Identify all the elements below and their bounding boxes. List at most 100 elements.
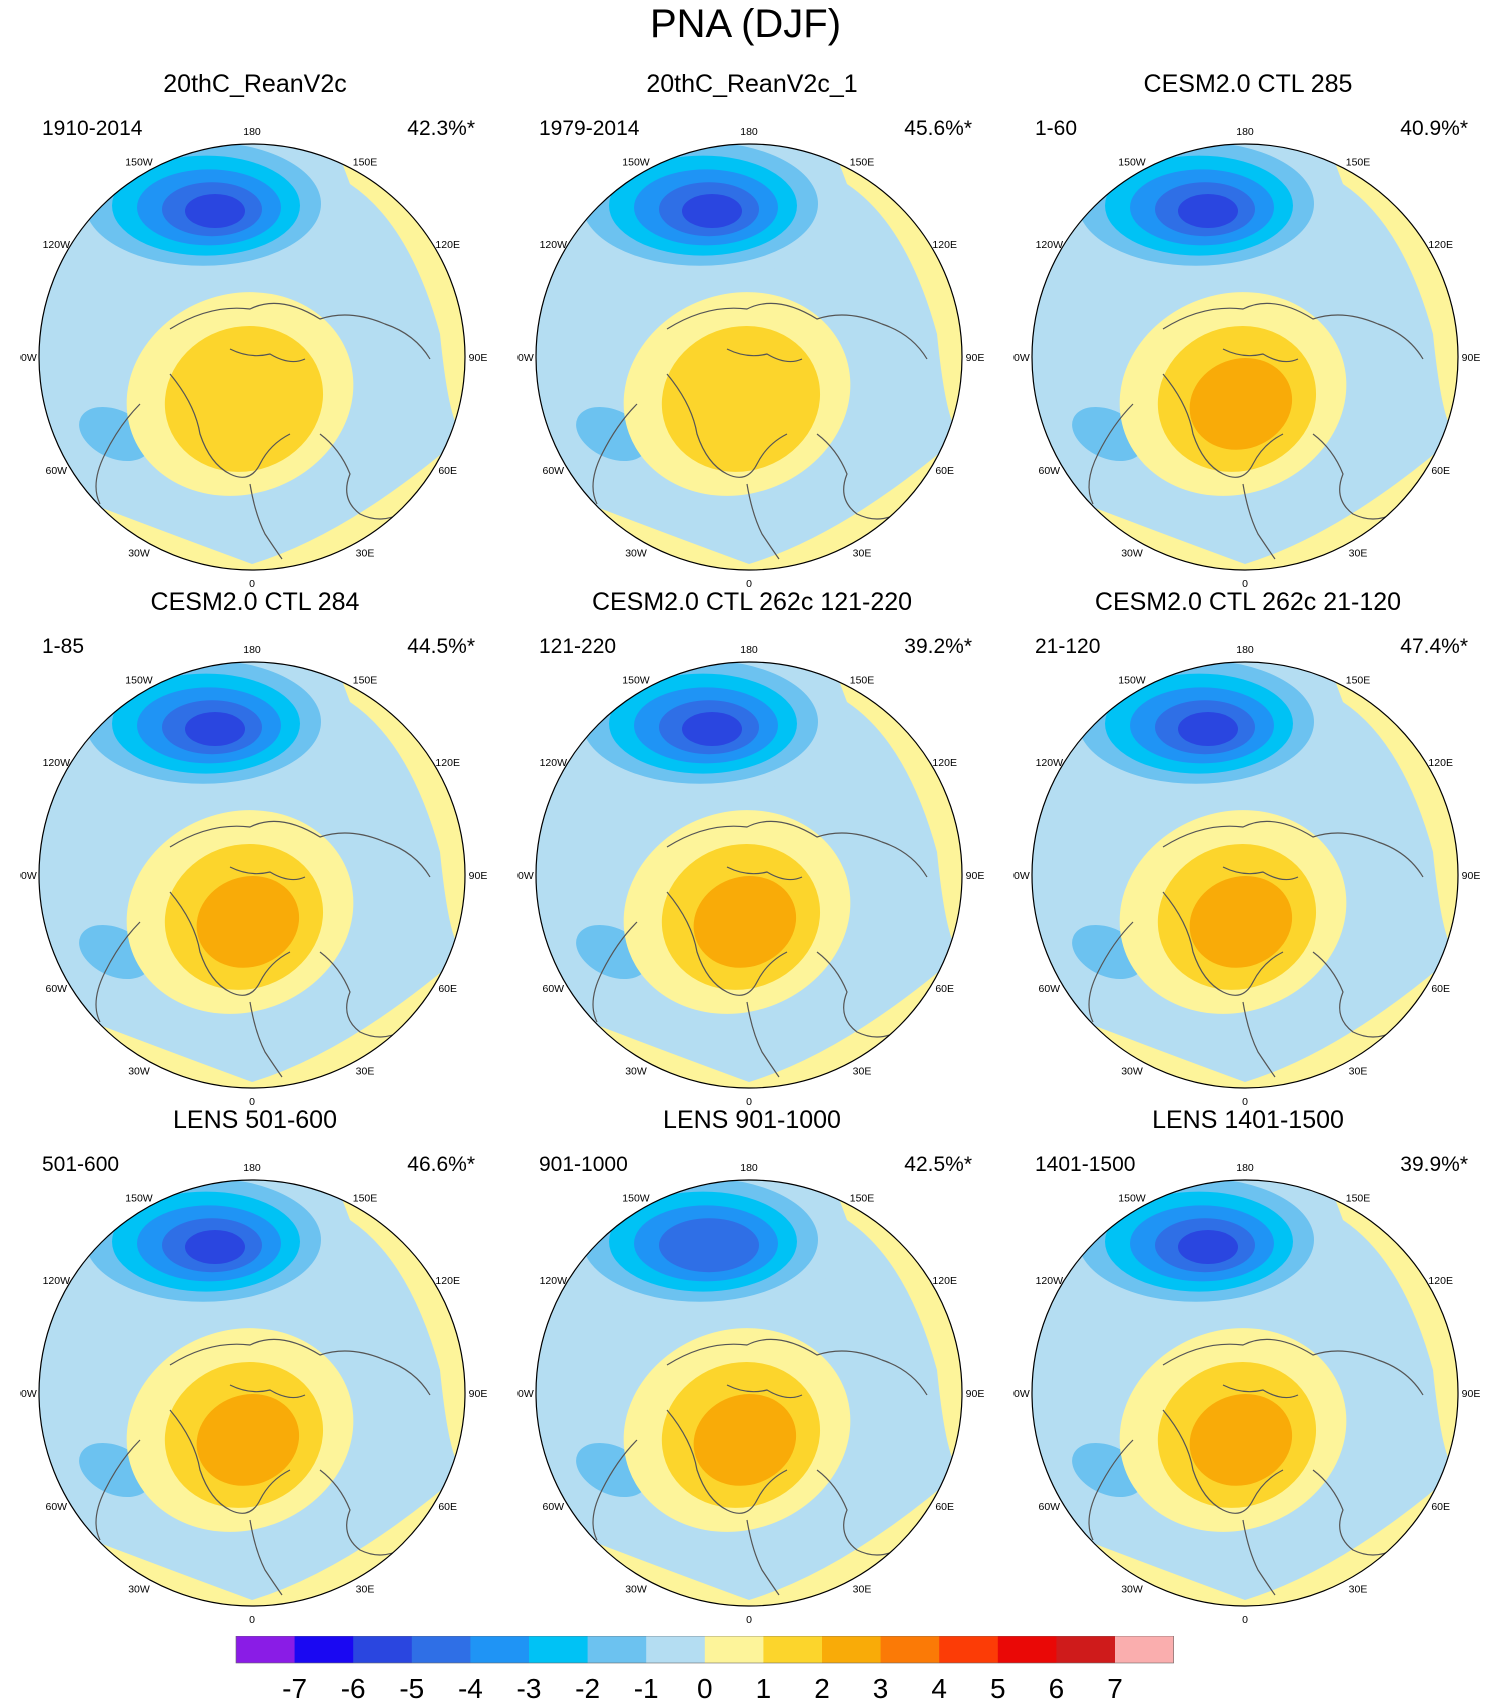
map-border: [38, 1179, 466, 1607]
coastline: [169, 1409, 291, 1514]
panel-year-range: 1-85: [42, 635, 85, 658]
negative-contour: [185, 194, 245, 228]
longitude-label: 0: [746, 1614, 752, 1626]
coastline: [746, 1001, 780, 1078]
longitude-label: 180: [740, 126, 758, 138]
panel-year-range: 21-120: [1035, 635, 1101, 658]
longitude-label: 0: [249, 1096, 255, 1108]
colorbar-swatch: [1056, 1636, 1116, 1663]
longitude-label: 90W: [20, 352, 37, 364]
longitude-label: 90E: [469, 1388, 488, 1400]
longitude-label: 0: [1242, 1096, 1248, 1108]
colorbar-tick-label: -6: [341, 1673, 366, 1704]
longitude-label: 150E: [353, 156, 378, 168]
panel-year-range: 901-1000: [539, 1153, 628, 1176]
negative-contour: [185, 712, 245, 746]
coastline: [1162, 302, 1424, 360]
panel-title: LENS 901-1000: [663, 1106, 841, 1134]
longitude-label: 60W: [1039, 465, 1061, 477]
longitude-label: 150W: [622, 156, 650, 168]
longitude-label: 90E: [469, 352, 488, 364]
longitude-label: 150E: [1346, 674, 1371, 686]
colorbar-tick-label: 7: [1107, 1673, 1123, 1704]
positive-contour: [1189, 358, 1293, 450]
longitude-label: 180: [740, 644, 758, 656]
coastline: [1088, 921, 1134, 1023]
negative-contour: [1178, 194, 1238, 228]
coastline: [319, 951, 401, 1038]
map-border: [535, 143, 963, 571]
positive-contour: [164, 325, 324, 472]
colorbar-swatch: [763, 1636, 823, 1663]
coastline: [95, 921, 141, 1023]
coastline: [816, 951, 898, 1038]
colorbar-swatch: [294, 1636, 354, 1663]
panel-variance-percent: 42.3%*: [407, 117, 475, 140]
colorbar-tick-label: 3: [873, 1673, 889, 1704]
panel-title: CESM2.0 CTL 262c 121-220: [591, 588, 913, 616]
colorbar-tick-label: 2: [814, 1673, 830, 1704]
coastline: [816, 433, 898, 520]
positive-contour: [196, 876, 300, 968]
longitude-label: 150W: [125, 1192, 153, 1204]
longitude-label: 90W: [517, 1388, 534, 1400]
panel-title: LENS 501-600: [172, 1106, 337, 1134]
coastline: [816, 1469, 898, 1556]
coastline: [229, 866, 306, 881]
panel-year-range: 1401-1500: [1035, 1153, 1136, 1176]
map-border: [1031, 143, 1459, 571]
positive-contour: [693, 876, 797, 968]
coastline: [1162, 891, 1284, 996]
longitude-label: 120W: [43, 1275, 71, 1287]
longitude-label: 120E: [435, 757, 460, 769]
longitude-label: 180: [1236, 126, 1254, 138]
longitude-label: 120E: [932, 757, 957, 769]
longitude-label: 60W: [46, 465, 68, 477]
panel-year-range: 1910-2014: [42, 117, 143, 140]
longitude-label: 60W: [1039, 1501, 1061, 1513]
longitude-label: 30E: [853, 1066, 872, 1078]
colorbar-swatch: [704, 1636, 764, 1663]
coastline: [95, 403, 141, 505]
longitude-label: 150W: [1118, 1192, 1146, 1204]
colorbar-tick-label: -1: [634, 1673, 659, 1704]
positive-contour: [693, 1394, 797, 1486]
colorbar-swatch: [822, 1636, 881, 1663]
panel-variance-percent: 39.9%*: [1400, 1153, 1468, 1176]
longitude-label: 150W: [622, 674, 650, 686]
colorbar-swatch: [939, 1636, 999, 1663]
coastline: [249, 483, 283, 560]
panel-title: CESM2.0 CTL 284: [150, 588, 360, 616]
polar-map: 180 150E 120E 90E 60E 30E 0 30W 60W 90W 120W 150W: [1013, 126, 1480, 590]
longitude-label: 120E: [932, 239, 957, 251]
coastline: [1162, 373, 1284, 478]
longitude-label: 30E: [1349, 548, 1368, 560]
longitude-label: 30E: [853, 548, 872, 560]
colorbar-tick-label: -4: [458, 1673, 483, 1704]
map-border: [1031, 661, 1459, 1089]
panel-variance-percent: 42.5%*: [904, 1153, 972, 1176]
polar-map: 180 150E 120E 90E 60E 30E 0 30W 60W 90W 120W 150W: [1013, 1162, 1480, 1626]
longitude-label: 30W: [1121, 548, 1143, 560]
longitude-label: 150E: [850, 674, 875, 686]
colorbar-tick-label: -3: [517, 1673, 542, 1704]
longitude-label: 90W: [20, 1388, 37, 1400]
colorbar-swatch: [646, 1636, 706, 1663]
coastline: [726, 348, 803, 363]
longitude-label: 120W: [540, 239, 568, 251]
longitude-label: 90E: [469, 870, 488, 882]
panel-title: CESM2.0 CTL 262c 21-120: [1094, 588, 1402, 616]
longitude-label: 0: [249, 1614, 255, 1626]
negative-contour: [1178, 712, 1238, 746]
longitude-label: 90E: [966, 870, 985, 882]
colorbar: -7 -6 -5 -4 -3 -2 -1 0 1 2 3 4 5 6 7: [235, 1636, 1174, 1704]
negative-contour: [1178, 1230, 1238, 1264]
coastline: [249, 1519, 283, 1596]
longitude-label: 30E: [853, 1584, 872, 1596]
map-panel: 20thC_ReanV2c_1 1979-2014 45.6%* 180 150E 120…: [517, 70, 987, 590]
map-border: [535, 661, 963, 1089]
coastline: [1312, 1469, 1394, 1556]
longitude-label: 60E: [438, 983, 457, 995]
coastline: [169, 302, 431, 360]
panel-title: CESM2.0 CTL 285: [1143, 70, 1353, 98]
